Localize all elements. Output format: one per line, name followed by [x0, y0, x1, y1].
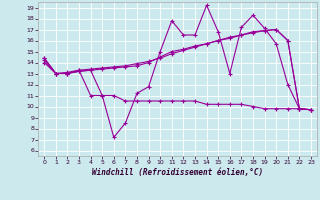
X-axis label: Windchill (Refroidissement éolien,°C): Windchill (Refroidissement éolien,°C)	[92, 168, 263, 177]
